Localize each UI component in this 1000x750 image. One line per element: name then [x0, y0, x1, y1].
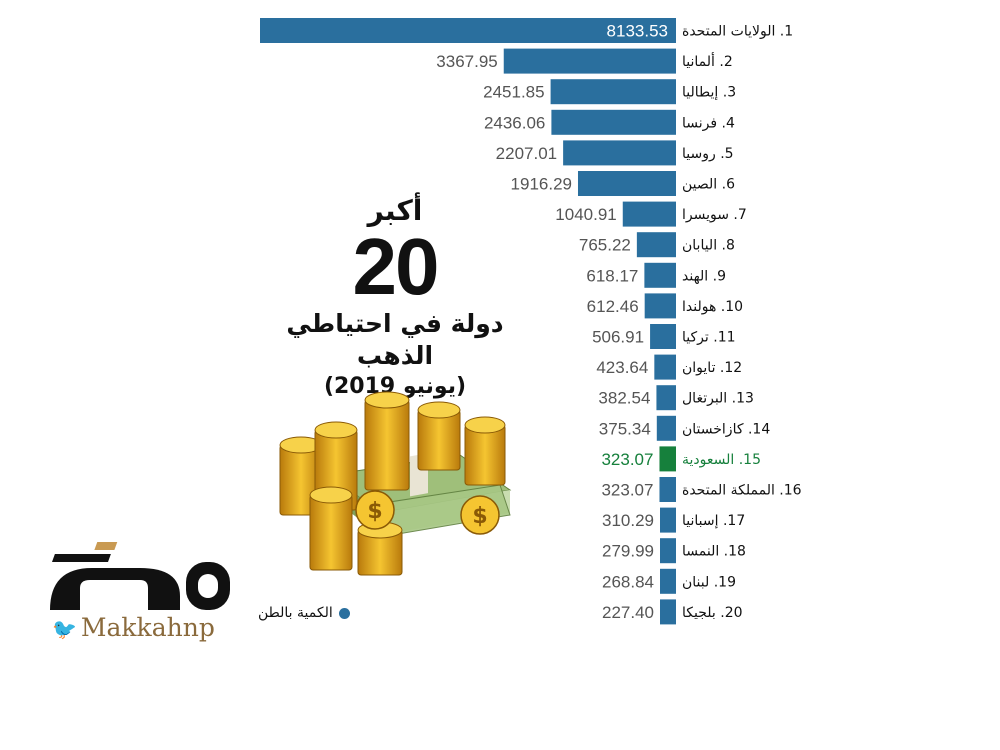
category-label-1: 1. الولايات المتحدة — [682, 24, 793, 40]
category-label-7: 7. سويسرا — [682, 207, 747, 223]
bar-value-5: 2207.01 — [496, 144, 557, 163]
bar-13 — [656, 385, 676, 411]
chart-title-block: أكبر 20 دولة في احتياطي الذهب (يونيو 201… — [270, 196, 520, 402]
category-label-4: 4. فرنسا — [682, 115, 735, 131]
bar-15 — [659, 446, 676, 472]
category-label-10: 10. هولندا — [682, 299, 743, 315]
bar-14 — [656, 415, 676, 441]
bar-value-14: 375.34 — [599, 419, 651, 438]
category-label-15: 15. السعودية — [682, 452, 761, 468]
category-label-12: 12. تايوان — [682, 360, 742, 376]
bar-value-16: 323.07 — [601, 481, 653, 500]
title-number: 20 — [352, 222, 440, 311]
bar-value-17: 310.29 — [602, 511, 654, 530]
twitter-bird-icon: 🐦 — [52, 617, 77, 641]
bar-17 — [660, 507, 676, 533]
bar-value-1: 8133.53 — [607, 22, 668, 41]
bar-value-15: 323.07 — [601, 450, 653, 469]
title-line-2: دولة في احتياطي الذهب — [286, 309, 504, 370]
bar-value-6: 1916.29 — [511, 175, 572, 194]
bar-10 — [644, 293, 676, 319]
bar-20 — [660, 599, 676, 625]
bar-4 — [551, 109, 676, 135]
title-line-1: أكبر — [367, 194, 423, 227]
bar-value-18: 279.99 — [602, 542, 654, 561]
category-label-17: 17. إسبانيا — [682, 513, 745, 529]
svg-text:$: $ — [472, 504, 487, 529]
bar-value-3: 2451.85 — [483, 83, 544, 102]
bar-11 — [650, 324, 676, 349]
category-label-20: 20. بلجيكا — [682, 605, 743, 621]
bar-value-12: 423.64 — [596, 358, 648, 377]
bar-value-2: 3367.95 — [436, 52, 497, 71]
bar-value-20: 227.40 — [602, 603, 654, 622]
bar-1 — [260, 18, 676, 43]
category-label-16: 16. المملكة المتحدة — [682, 483, 802, 499]
category-label-5: 5. روسيا — [682, 146, 734, 162]
title-date: (يونيو 2019) — [323, 374, 467, 399]
twitter-handle[interactable]: 🐦 Makkahnp — [52, 613, 215, 642]
category-label-3: 3. إيطاليا — [682, 85, 736, 101]
category-label-19: 19. لبنان — [682, 574, 736, 590]
category-label-9: 9. الهند — [682, 268, 726, 284]
makkah-logo — [50, 542, 230, 610]
category-label-8: 8. اليابان — [682, 238, 735, 254]
bar-2 — [503, 48, 676, 74]
bar-value-10: 612.46 — [587, 297, 639, 316]
bar-16 — [659, 477, 676, 502]
gold-coins-illustration: $ $ — [279, 391, 512, 576]
bar-12 — [654, 354, 676, 380]
bar-value-11: 506.91 — [592, 328, 644, 347]
bar-7 — [622, 201, 676, 227]
bar-18 — [660, 538, 676, 564]
category-label-11: 11. تركيا — [682, 330, 736, 346]
bar-6 — [577, 171, 676, 196]
category-label-18: 18. النمسا — [682, 544, 746, 560]
bar-8 — [636, 232, 676, 258]
bar-value-19: 268.84 — [602, 572, 654, 591]
bar-value-9: 618.17 — [586, 266, 638, 285]
bar-value-13: 382.54 — [598, 389, 650, 408]
bar-value-7: 1040.91 — [555, 205, 616, 224]
legend: الكمية بالطن — [258, 605, 350, 621]
bar-3 — [550, 79, 676, 105]
legend-label: الكمية بالطن — [258, 605, 333, 621]
bar-19 — [660, 568, 676, 594]
bar-5 — [563, 140, 676, 166]
category-label-14: 14. كازاخستان — [682, 421, 770, 437]
category-label-6: 6. الصين — [682, 177, 735, 193]
bar-value-8: 765.22 — [579, 236, 631, 255]
category-label-2: 2. ألمانيا — [682, 52, 733, 70]
bar-value-4: 2436.06 — [484, 113, 545, 132]
legend-dot — [338, 607, 350, 619]
bar-9 — [644, 262, 676, 288]
category-label-13: 13. البرتغال — [682, 391, 754, 407]
svg-text:$: $ — [367, 499, 382, 524]
handle-text: Makkahnp — [80, 613, 215, 642]
